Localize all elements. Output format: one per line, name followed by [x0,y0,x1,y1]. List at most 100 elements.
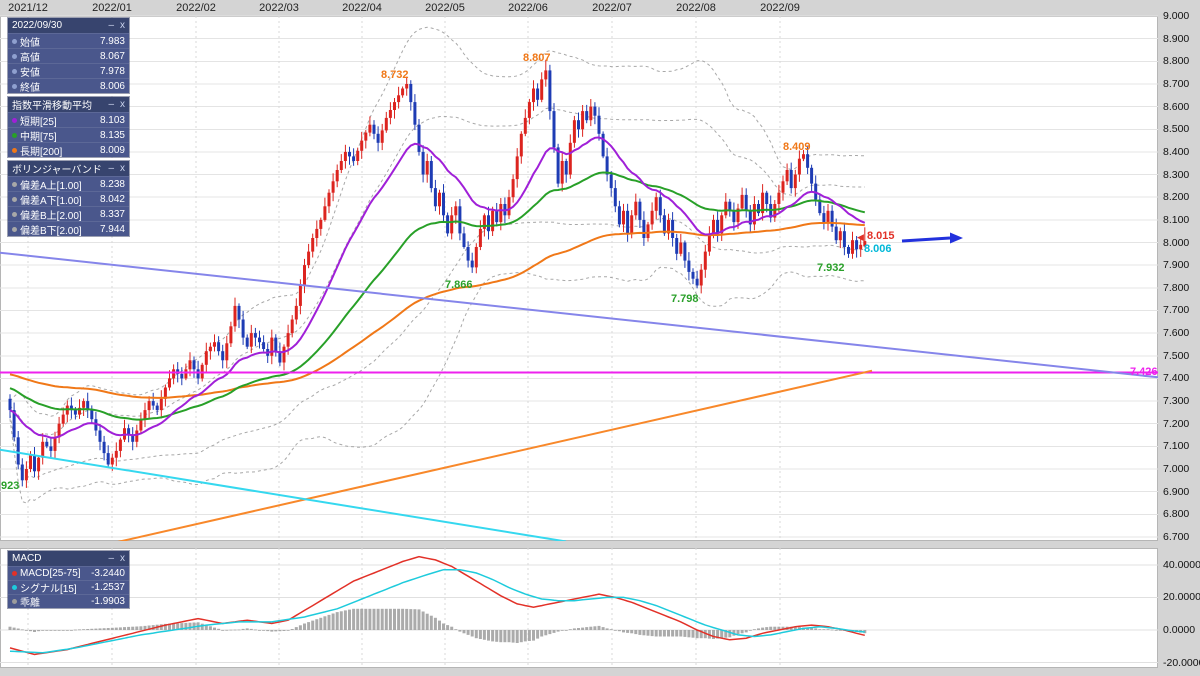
bollinger-panel-header[interactable]: ボリンジャーバンド – x [8,161,129,176]
row-value: 7.944 [99,223,125,235]
row-value: 8.006 [99,80,125,92]
ema-panel: 指数平滑移動平均 – x 短期[25] 8.103 中期[75] 8.135 長… [8,97,129,158]
row-label: 終値 [20,82,40,94]
macd-axis-label: -20.0000 [1163,656,1200,669]
date-axis-label: 2022/06 [508,2,548,14]
price-axis-label: 7.200 [1163,417,1190,430]
close-icon[interactable]: x [120,19,125,31]
ohlc-row-low: 安値 7.978 [8,63,129,79]
series-color-dot [12,53,17,59]
ohlc-panel-header[interactable]: 2022/09/30 – x [8,18,129,33]
price-axis-label: 7.400 [1163,372,1190,385]
ema-row-mid: 中期[75] 8.135 [8,127,129,143]
macd-row-divergence: 乖離 -1.9903 [8,594,129,609]
series-color-dot [12,132,17,138]
price-axis-label: 7.700 [1163,304,1190,317]
row-value: 8.103 [99,114,125,126]
price-axis-label: 6.900 [1163,485,1190,498]
row-label: 中期[75] [20,131,57,143]
ohlc-row-close: 終値 8.006 [8,78,129,94]
series-color-dot [12,181,17,187]
row-value: 8.067 [99,50,125,62]
minimize-icon[interactable]: – [108,162,114,174]
price-axis-label: 8.400 [1163,145,1190,158]
date-axis-label: 2021/12 [8,2,48,14]
row-label: 始値 [20,37,40,49]
bollinger-row-upper2: 偏差B上[2.00] 8.337 [8,206,129,222]
ohlc-panel-title: 2022/09/30 [12,20,63,31]
bollinger-panel: ボリンジャーバンド – x 偏差A上[1.00] 8.238 偏差A下[1.00… [8,161,129,237]
price-axis-label: 8.200 [1163,191,1190,204]
macd-axis-label: 40.0000 [1163,558,1200,571]
price-axis-label: 6.700 [1163,530,1190,543]
series-color-dot [12,38,17,44]
chart-annotation: 7.798 [671,293,699,305]
minimize-icon[interactable]: – [108,98,114,110]
series-color-dot [12,211,17,217]
row-label: 偏差B下[2.00] [20,225,82,237]
close-icon[interactable]: x [120,552,125,564]
ema-panel-header[interactable]: 指数平滑移動平均 – x [8,97,129,112]
macd-axis-label: 20.0000 [1163,591,1200,604]
date-axis-label: 2022/09 [760,2,800,14]
chart-annotation: 7.426 [1130,366,1158,378]
date-axis-label: 2022/07 [592,2,632,14]
ema-panel-title: 指数平滑移動平均 [12,101,92,112]
chart-annotation: 8.732 [381,69,409,81]
price-axis-label: 8.800 [1163,55,1190,68]
ohlc-row-high: 高値 8.067 [8,48,129,64]
row-value: 8.009 [99,144,125,156]
close-icon[interactable]: x [120,98,125,110]
series-color-dot [12,226,17,232]
chart-annotation: 8.015 [867,230,895,242]
date-axis-label: 2022/03 [259,2,299,14]
macd-panel-title: MACD [12,553,42,564]
row-value: 7.978 [99,65,125,77]
series-color-dot [12,196,17,202]
price-axis-label: 8.700 [1163,78,1190,90]
price-axis-label: 8.900 [1163,32,1190,45]
ema-row-long: 長期[200] 8.009 [8,142,129,158]
price-axis-label: 9.000 [1163,10,1190,22]
row-label: 偏差B上[2.00] [20,210,82,222]
row-value: -1.9903 [91,596,125,607]
macd-axis-label: 0.0000 [1163,624,1196,636]
row-label: 偏差A上[1.00] [20,180,82,192]
row-value: 8.042 [99,193,125,205]
price-axis-label: 8.000 [1163,236,1190,249]
series-color-dot [12,585,17,590]
row-label: 偏差A下[1.00] [20,195,82,207]
series-color-dot [12,147,17,153]
row-value: 8.337 [99,208,125,220]
price-axis-label: 7.100 [1163,440,1190,453]
row-label: MACD[25-75] [20,568,81,579]
price-axis-label: 8.600 [1163,100,1190,113]
series-color-dot [12,571,17,576]
series-color-dot [12,68,17,74]
row-value: 8.135 [99,129,125,141]
price-axis-label: 7.800 [1163,281,1190,294]
row-label: 長期[200] [20,146,63,158]
chart-annotation: 7.932 [817,262,845,274]
chart-annotation: 8.409 [783,141,811,153]
ohlc-panel: 2022/09/30 – x 始値 7.983 高値 8.067 安値 7.97… [8,18,129,94]
row-label: シグナル[15] [20,584,77,595]
price-axis-label: 8.300 [1163,168,1190,181]
price-axis-label: 7.500 [1163,349,1190,362]
minimize-icon[interactable]: – [108,552,114,564]
row-label: 安値 [20,67,40,79]
chart-annotation: ◀ [857,232,864,242]
row-label: 乖離 [20,598,40,609]
series-color-dot [12,599,17,604]
row-value: 8.238 [99,178,125,190]
minimize-icon[interactable]: – [108,19,114,31]
date-axis-label: 2022/08 [676,2,716,14]
macd-panel-header[interactable]: MACD – x [8,551,129,566]
row-value: -3.2440 [91,568,125,579]
chart-annotation: 8.006 [864,243,892,255]
close-icon[interactable]: x [120,162,125,174]
price-axis-label: 7.600 [1163,327,1190,340]
price-axis-label: 8.100 [1163,213,1190,226]
